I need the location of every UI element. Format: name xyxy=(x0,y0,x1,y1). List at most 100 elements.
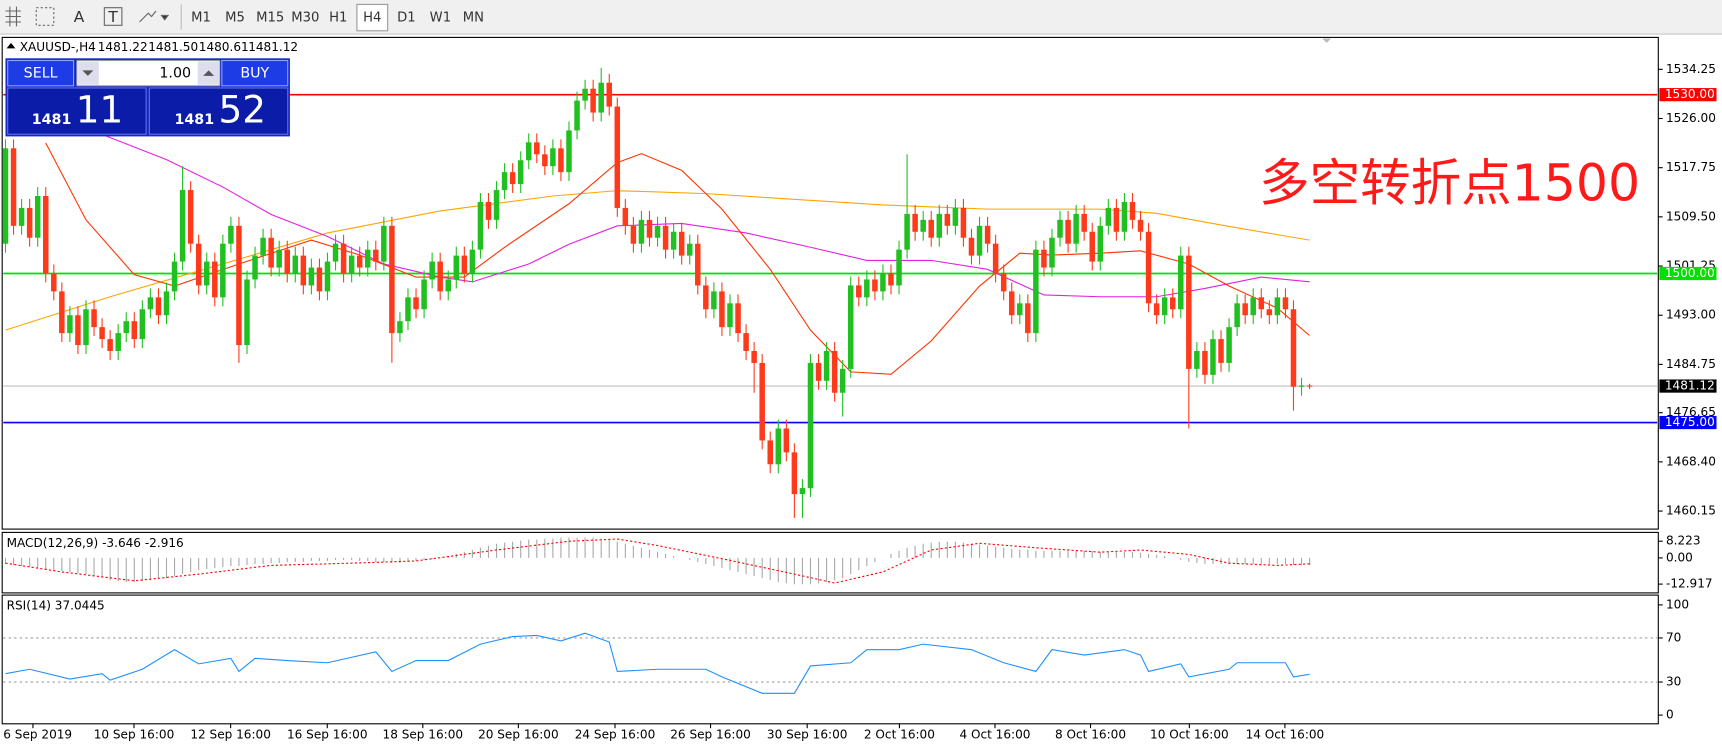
timeframe-button[interactable]: M5 xyxy=(225,11,245,26)
candle-body xyxy=(638,219,645,244)
candle-body xyxy=(51,273,57,292)
y-tick-label: 100 xyxy=(1666,597,1689,611)
candle-body xyxy=(340,243,347,274)
candle-body xyxy=(654,225,661,238)
candle-body xyxy=(1113,207,1120,232)
timeframe-button[interactable]: MN xyxy=(463,11,484,26)
candle-body xyxy=(743,333,749,352)
candle-body xyxy=(686,243,693,256)
ohlc-high: 1481.50 xyxy=(148,40,198,54)
candle-body xyxy=(324,261,331,292)
candle-body xyxy=(461,255,468,274)
candle-body xyxy=(1000,273,1007,292)
candle-body xyxy=(453,255,460,280)
bid-box[interactable] xyxy=(7,87,147,135)
candle-body xyxy=(590,88,596,113)
candle-body xyxy=(703,285,709,310)
candle-body xyxy=(1218,339,1224,363)
candle-body xyxy=(574,100,580,131)
current-price-label-bg xyxy=(1659,379,1717,393)
collapse-icon[interactable] xyxy=(6,42,16,49)
y-tick-label: 1509.50 xyxy=(1666,209,1716,223)
x-tick-label: 2 Oct 16:00 xyxy=(864,727,935,741)
macd-label: MACD(12,26,9) -3.646 -2.916 xyxy=(7,536,184,550)
candle-body xyxy=(976,225,983,256)
candle-body xyxy=(42,196,49,274)
buy-label[interactable]: BUY xyxy=(240,66,269,82)
candle-body xyxy=(1137,219,1144,232)
candle-body xyxy=(1161,297,1168,316)
tool-text[interactable]: A xyxy=(74,8,85,26)
bid-small: 11 xyxy=(76,88,124,132)
candle-body xyxy=(646,219,653,238)
candle-body xyxy=(525,142,532,161)
toolbar xyxy=(0,0,1722,35)
timeframe-button[interactable]: M1 xyxy=(191,11,211,26)
candle-body xyxy=(260,237,266,256)
candle-body xyxy=(904,213,910,250)
candle-body xyxy=(195,243,202,286)
rsi-line xyxy=(5,632,1310,694)
timeframe-button[interactable]: M30 xyxy=(291,11,319,26)
rsi-label: RSI(14) 37.0445 xyxy=(7,599,105,613)
sell-button[interactable] xyxy=(7,59,75,87)
active-timeframe[interactable] xyxy=(356,3,389,32)
candle-body xyxy=(517,160,524,185)
timeframe-button[interactable]: M15 xyxy=(256,11,284,26)
icon-fibo[interactable] xyxy=(35,7,55,26)
ask-box[interactable] xyxy=(148,87,289,135)
ma-mid xyxy=(5,104,1310,298)
timeframe-button[interactable]: D1 xyxy=(397,11,416,26)
x-tick-label: 30 Sep 16:00 xyxy=(767,727,848,741)
timeframe-button[interactable]: H1 xyxy=(329,11,347,26)
timeframe-button[interactable]: H4 xyxy=(363,11,381,26)
candle-body xyxy=(799,488,806,495)
tool-label[interactable]: T xyxy=(107,8,118,26)
candle-body xyxy=(1242,303,1248,316)
y-tick-label: -12.917 xyxy=(1666,577,1713,591)
y-tick-label: 70 xyxy=(1666,630,1681,644)
x-tick-label: 20 Sep 16:00 xyxy=(478,727,559,741)
candle-body xyxy=(542,154,548,167)
icon-arrows[interactable] xyxy=(139,10,157,23)
candle-body xyxy=(558,148,564,173)
x-tick-label: 4 Oct 16:00 xyxy=(959,727,1030,741)
buy-button[interactable] xyxy=(221,59,289,87)
candle-body xyxy=(75,315,81,346)
macd-signal xyxy=(5,538,1310,584)
sell-label[interactable]: SELL xyxy=(24,66,58,82)
candle-body xyxy=(155,297,162,316)
candle-body xyxy=(695,243,701,286)
ask-big: 1481 xyxy=(174,112,214,128)
timeframe-button[interactable]: W1 xyxy=(430,11,451,26)
lot-field[interactable] xyxy=(76,59,221,87)
x-tick-label: 12 Sep 16:00 xyxy=(190,727,271,741)
candle-body xyxy=(944,213,951,226)
level-label-bg xyxy=(1659,88,1717,102)
y-tick-label: 0 xyxy=(1666,708,1674,722)
icon-text-box[interactable] xyxy=(103,7,123,26)
candle-body xyxy=(477,201,484,250)
candle-body xyxy=(1017,303,1023,316)
shift-marker xyxy=(1322,38,1332,43)
candle-body xyxy=(928,219,934,238)
candle-body xyxy=(203,261,210,286)
candle-body xyxy=(1065,219,1071,244)
candle-body xyxy=(59,291,65,334)
ohlc-low: 1480.61 xyxy=(199,40,249,54)
candle-body xyxy=(308,267,315,286)
candle-body xyxy=(630,225,637,244)
icon-grid[interactable] xyxy=(5,6,21,27)
lot-value[interactable]: 1.00 xyxy=(159,66,191,82)
candle-body xyxy=(236,225,242,346)
candle-body xyxy=(727,303,733,328)
candle-body xyxy=(67,315,73,334)
candle-body xyxy=(920,219,926,232)
candle-body xyxy=(1081,213,1087,232)
candle-body xyxy=(139,309,146,340)
y-tick-label: 1526.00 xyxy=(1666,111,1716,125)
candle-body xyxy=(1025,303,1031,334)
icon-dropdown[interactable] xyxy=(160,14,170,21)
candle-body xyxy=(276,249,282,268)
candle-body xyxy=(719,291,725,328)
